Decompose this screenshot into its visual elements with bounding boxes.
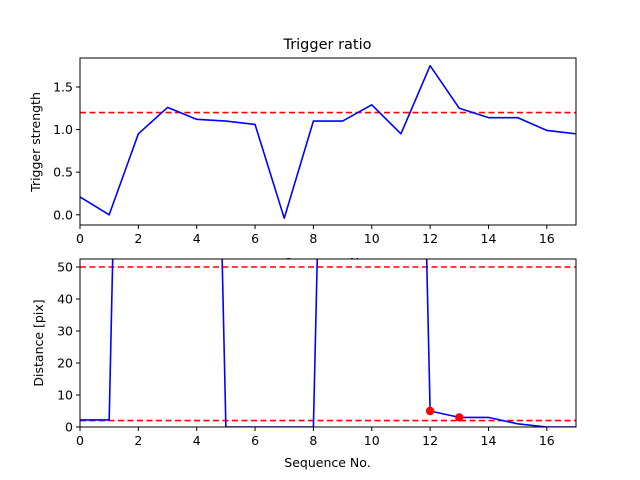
x-tick-label: 8	[309, 231, 317, 246]
x-axis-label: Sequence No.	[284, 455, 370, 470]
data-point-marker	[425, 406, 435, 416]
x-tick-label: 6	[251, 231, 259, 246]
series-line	[80, 64, 576, 219]
y-tick-label: 40	[57, 292, 73, 307]
x-tick-label: 8	[309, 433, 317, 448]
x-tick-label: 10	[364, 433, 380, 448]
x-tick-label: 12	[422, 231, 438, 246]
x-tick-label: 0	[76, 231, 84, 246]
x-tick-label: 12	[422, 433, 438, 448]
distance-axes-overlay: 0 2 4 6 8 10 12 14 16 0 10 20 30 40 50	[57, 258, 577, 448]
chart-title: Trigger ratio	[282, 37, 371, 53]
x-tick-label: 2	[134, 433, 142, 448]
axes-frame	[79, 57, 577, 226]
lower-axes-background	[80, 259, 576, 427]
y-tick-label: 1.5	[53, 79, 73, 94]
x-tick-label: 0	[76, 433, 84, 448]
plot-content	[80, 64, 576, 219]
x-tick-label: 14	[481, 231, 497, 246]
x-tick-label: 10	[364, 231, 380, 246]
y-tick-label: 0	[65, 420, 73, 435]
y-axis-label: Distance [pix]	[31, 299, 46, 386]
y-tick-label: 0.5	[53, 165, 73, 180]
y-tick-label: 10	[57, 388, 73, 403]
x-tick-label: 4	[193, 231, 201, 246]
distance-panel: Distance [pix] Sequence No.	[31, 299, 371, 470]
x-tick-label: 16	[539, 231, 555, 246]
x-tick-label: 14	[481, 433, 497, 448]
x-tick-label: 16	[539, 433, 555, 448]
x-tick-label: 6	[251, 433, 259, 448]
y-axis-label: Trigger strength	[28, 92, 43, 193]
data-point-marker	[455, 413, 464, 422]
y-tick-label: 20	[57, 356, 73, 371]
trigger-ratio-panel: Trigger ratio 0 2 4 6 8 10 12 14 160.00.51.01.5 …	[28, 37, 577, 246]
trigger-ratio-plot-area: 0 2 4 6 8 10 12 14 16 0.0 0.5 1.0 1.5	[53, 57, 577, 246]
y-tick-label: 30	[57, 324, 73, 339]
x-tick-label: 4	[193, 433, 201, 448]
y-tick-label: 50	[57, 260, 73, 275]
x-tick-label: 2	[134, 231, 142, 246]
y-tick-label: 0.0	[53, 207, 73, 222]
plot-content	[80, 259, 576, 427]
axes-frame	[79, 258, 577, 428]
series-line	[80, 259, 576, 427]
y-tick-label: 1.0	[53, 122, 73, 137]
